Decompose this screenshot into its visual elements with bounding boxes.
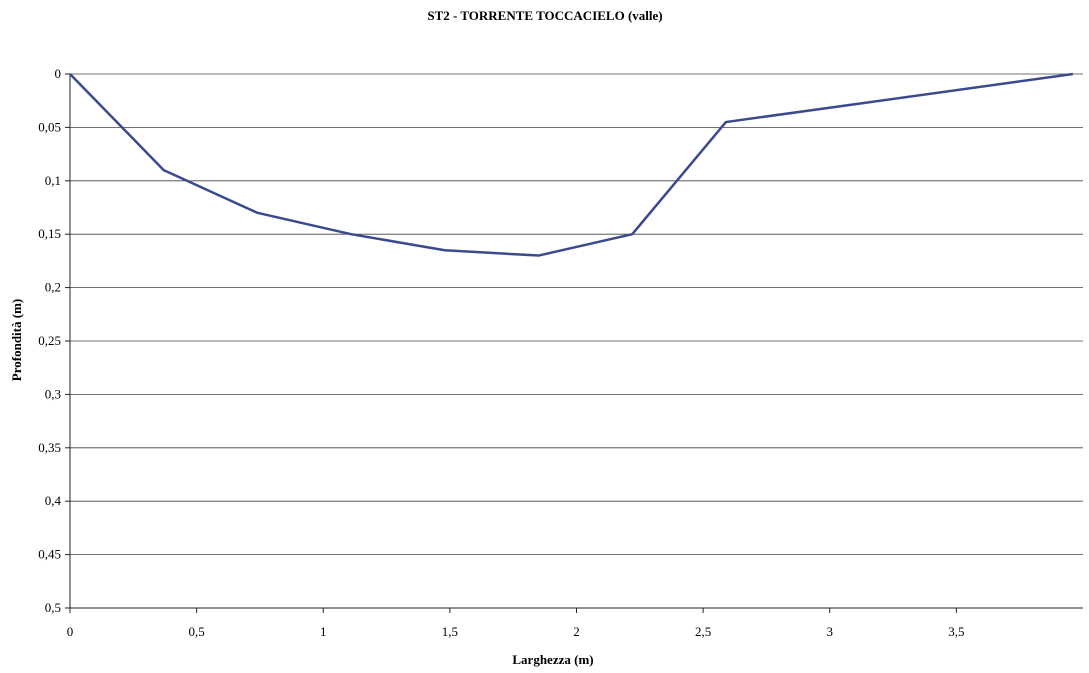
chart-title: ST2 - TORRENTE TOCCACIELO (valle)	[427, 8, 662, 23]
y-tick-labels: 0 0,05 0,1 0,15 0,2 0,25 0,3 0,35 0,4 0,45 0,5	[38, 66, 70, 615]
y-tick-label: 0,5	[45, 600, 61, 615]
x-axis-label: Larghezza (m)	[512, 652, 593, 667]
y-tick-label: 0,05	[38, 119, 61, 134]
x-tick-labels: 0 0,5 1 1,5 2 2,5 3 3,5	[67, 608, 965, 639]
y-axis-label: Profondità (m)	[9, 299, 24, 381]
y-tick-label: 0,45	[38, 547, 61, 562]
y-tick-label: 0,25	[38, 333, 61, 348]
y-tick-label: 0,2	[45, 280, 61, 295]
x-tick-label: 2	[573, 624, 580, 639]
y-tick-label: 0,1	[45, 173, 61, 188]
x-tick-label: 3,5	[948, 624, 964, 639]
x-tick-label: 1	[320, 624, 327, 639]
y-tick-label: 0,15	[38, 226, 61, 241]
x-tick-label: 1,5	[442, 624, 458, 639]
grid-lines	[70, 73, 1083, 555]
x-tick-label: 3	[827, 624, 834, 639]
x-tick-label: 0	[67, 624, 74, 639]
y-tick-label: 0,4	[45, 493, 62, 508]
series-line	[69, 72, 1074, 257]
x-tick-label: 2,5	[695, 624, 711, 639]
y-tick-label: 0,35	[38, 440, 61, 455]
series-layer	[69, 72, 1074, 257]
y-tick-label: 0,3	[45, 386, 61, 401]
x-tick-label: 0,5	[189, 624, 205, 639]
y-tick-label: 0	[55, 66, 62, 81]
